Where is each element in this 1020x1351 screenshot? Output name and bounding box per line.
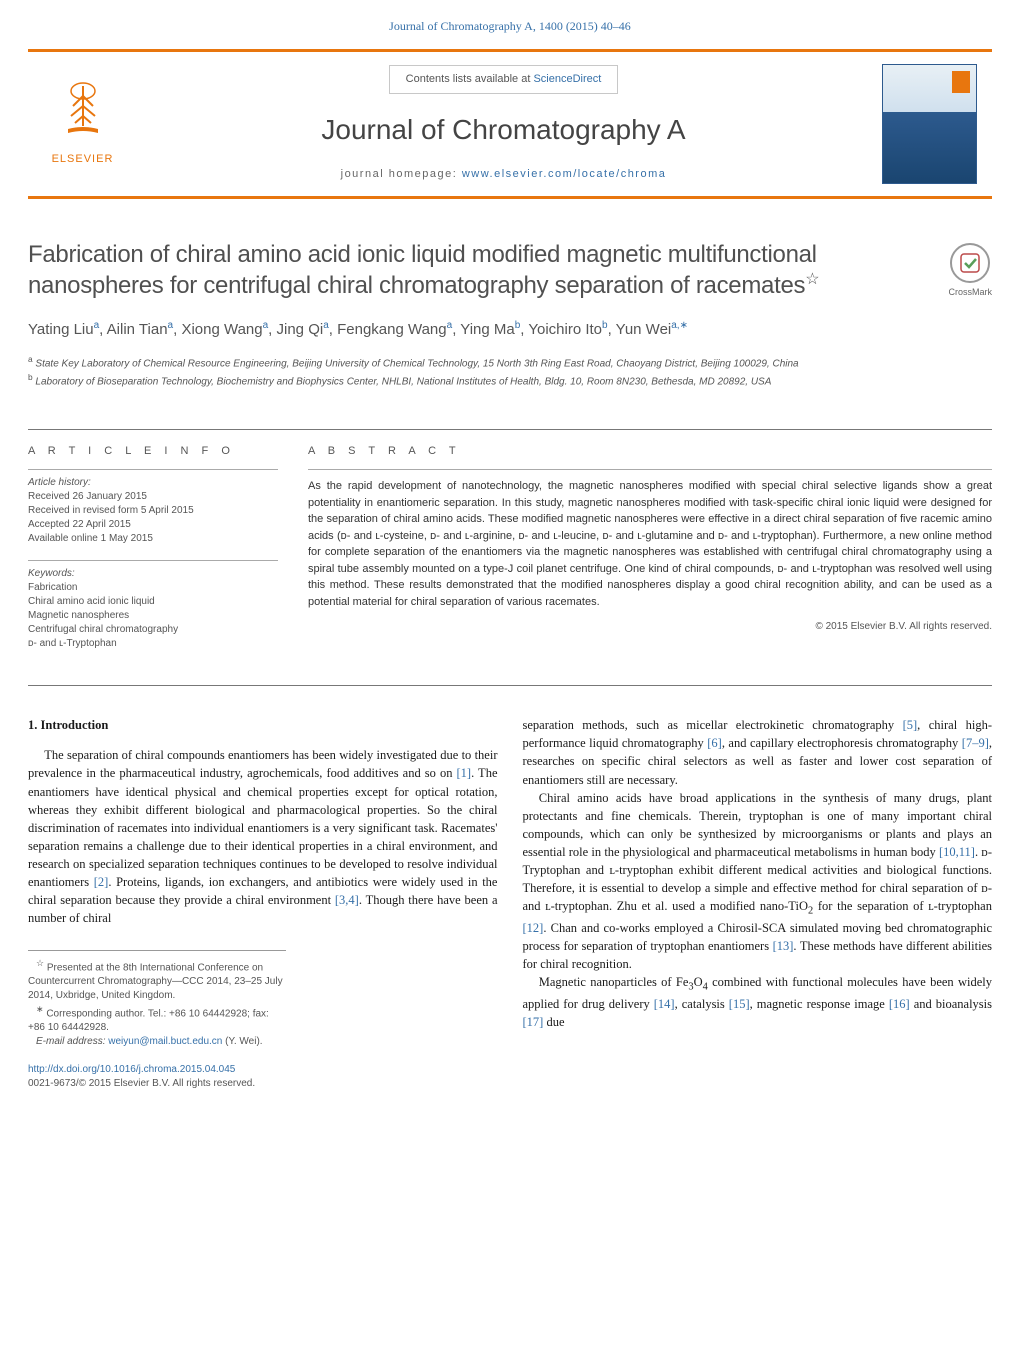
article-info-column: A R T I C L E I N F O Article history: R…: [28, 444, 278, 665]
journal-homepage-line: journal homepage: www.elsevier.com/locat…: [125, 167, 882, 182]
history-line-1: Received in revised form 5 April 2015: [28, 504, 278, 518]
journal-banner: ELSEVIER Contents lists available at Sci…: [28, 49, 992, 199]
author-list: Yating Liua, Ailin Tiana, Xiong Wanga, J…: [28, 319, 992, 340]
footnote-corresponding: ∗ Corresponding author. Tel.: +86 10 644…: [28, 1003, 286, 1035]
right-para-2: Chiral amino acids have broad applicatio…: [523, 789, 993, 974]
issn-copyright: 0021-9673/© 2015 Elsevier B.V. All right…: [28, 1077, 992, 1091]
info-abstract-row: A R T I C L E I N F O Article history: R…: [0, 444, 1020, 665]
email-label: E-mail address:: [36, 1036, 105, 1047]
header-divider: [28, 429, 992, 430]
right-para-1: separation methods, such as micellar ele…: [523, 716, 993, 789]
keyword-2: Magnetic nanospheres: [28, 609, 278, 623]
section-number: 1.: [28, 718, 37, 732]
publisher-logo: ELSEVIER: [40, 81, 125, 168]
homepage-link[interactable]: www.elsevier.com/locate/chroma: [462, 168, 667, 180]
sciencedirect-link[interactable]: ScienceDirect: [533, 73, 601, 85]
intro-para-1: The separation of chiral compounds enant…: [28, 746, 498, 927]
keywords-label: Keywords:: [28, 567, 278, 581]
contents-list-box: Contents lists available at ScienceDirec…: [389, 65, 619, 94]
email-link[interactable]: weiyun@mail.buct.edu.cn: [108, 1036, 222, 1047]
keyword-1: Chiral amino acid ionic liquid: [28, 595, 278, 609]
elsevier-tree-icon: [53, 81, 113, 141]
footnote-star-mark: ☆: [36, 958, 44, 968]
abstract-copyright: © 2015 Elsevier B.V. All rights reserved…: [308, 620, 992, 634]
journal-cover-thumbnail: [882, 64, 977, 184]
footnote-email: E-mail address: weiyun@mail.buct.edu.cn …: [28, 1035, 286, 1049]
left-column: 1. Introduction The separation of chiral…: [28, 716, 498, 1049]
right-para-3: Magnetic nanoparticles of Fe3O4 combined…: [523, 973, 993, 1031]
history-line-2: Accepted 22 April 2015: [28, 518, 278, 532]
section-1-heading: 1. Introduction: [28, 716, 498, 734]
body-columns: 1. Introduction The separation of chiral…: [0, 686, 1020, 1049]
history-line-0: Received 26 January 2015: [28, 490, 278, 504]
footnote-asterisk-mark: ∗: [36, 1004, 44, 1014]
publisher-name: ELSEVIER: [40, 152, 125, 167]
email-suffix: (Y. Wei).: [225, 1036, 262, 1047]
crossmark-label: CrossMark: [948, 286, 992, 299]
doi-link[interactable]: http://dx.doi.org/10.1016/j.chroma.2015.…: [28, 1063, 992, 1077]
running-header: Journal of Chromatography A, 1400 (2015)…: [0, 0, 1020, 49]
affiliation-b: b Laboratory of Bioseparation Technology…: [28, 372, 992, 389]
keywords-section: Keywords: Fabrication Chiral amino acid …: [28, 560, 278, 651]
homepage-prefix: journal homepage:: [341, 168, 462, 180]
keyword-0: Fabrication: [28, 581, 278, 595]
crossmark-badge[interactable]: CrossMark: [948, 243, 992, 299]
abstract-heading: A B S T R A C T: [308, 444, 992, 459]
abstract-body: As the rapid development of nanotechnolo…: [308, 469, 992, 610]
journal-name: Journal of Chromatography A: [125, 110, 882, 149]
article-header: CrossMark Fabrication of chiral amino ac…: [0, 199, 1020, 409]
affiliation-a: a State Key Laboratory of Chemical Resou…: [28, 354, 992, 371]
contents-prefix: Contents lists available at: [406, 73, 534, 85]
title-text: Fabrication of chiral amino acid ionic l…: [28, 241, 817, 299]
affiliations: a State Key Laboratory of Chemical Resou…: [28, 354, 992, 389]
section-title: Introduction: [41, 718, 109, 732]
history-line-3: Available online 1 May 2015: [28, 532, 278, 546]
crossmark-icon: [959, 252, 981, 274]
banner-center: Contents lists available at ScienceDirec…: [125, 65, 882, 183]
article-info-heading: A R T I C L E I N F O: [28, 444, 278, 459]
keyword-4: ᴅ- and ʟ-Tryptophan: [28, 637, 278, 651]
keyword-3: Centrifugal chiral chromatography: [28, 623, 278, 637]
article-title: Fabrication of chiral amino acid ionic l…: [28, 239, 992, 301]
right-column: separation methods, such as micellar ele…: [523, 716, 993, 1049]
abstract-column: A B S T R A C T As the rapid development…: [308, 444, 992, 665]
bottom-bar: http://dx.doi.org/10.1016/j.chroma.2015.…: [0, 1049, 1020, 1111]
article-history-section: Article history: Received 26 January 201…: [28, 469, 278, 546]
footnote-conference: ☆ Presented at the 8th International Con…: [28, 957, 286, 1003]
title-footnote-mark: ☆: [805, 271, 819, 288]
history-label: Article history:: [28, 476, 278, 490]
crossmark-circle: [950, 243, 990, 283]
footnote-area: ☆ Presented at the 8th International Con…: [28, 950, 286, 1050]
